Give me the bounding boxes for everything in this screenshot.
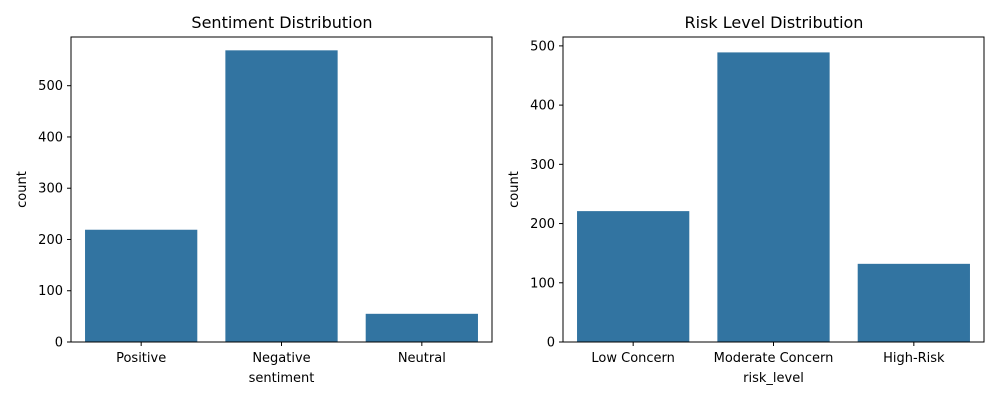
x-axis-label: sentiment	[249, 371, 315, 386]
y-tick-label: 500	[530, 39, 555, 54]
x-tick-label: Positive	[116, 351, 166, 366]
axes-frame	[562, 36, 985, 343]
y-tick-label: 100	[530, 276, 555, 291]
y-tick-label: 400	[530, 99, 555, 114]
risk-level-chart: Risk Level Distribution 0 100 200 300 400 500…	[507, 13, 985, 386]
y-tick-label: 0	[55, 336, 63, 351]
axes-frame	[70, 36, 493, 343]
x-tick-label: Negative	[252, 351, 310, 366]
y-tick-label: 300	[38, 182, 63, 197]
bar-group	[85, 50, 478, 342]
y-tick-label: 400	[38, 130, 63, 145]
x-tick-label: Neutral	[398, 351, 446, 366]
y-tick-label: 100	[38, 284, 63, 299]
bar-group	[577, 52, 970, 343]
y-axis: 0 100 200 300 400 500	[38, 79, 71, 351]
x-axis: Positive Negative Neutral	[116, 342, 446, 366]
bar-high-risk	[857, 263, 970, 342]
chart-title: Sentiment Distribution	[191, 13, 372, 32]
sentiment-chart: Sentiment Distribution 0100200300400500 …	[15, 13, 493, 386]
y-tick-label: 200	[530, 217, 555, 232]
x-axis: Low Concern Moderate Concern High-Risk	[591, 342, 945, 366]
x-tick-label: Moderate Concern	[714, 351, 834, 366]
x-tick-label: Low Concern	[591, 351, 675, 366]
bar-negative	[225, 50, 338, 342]
y-axis: 0 100 200 300 400 500	[530, 39, 563, 351]
y-tick-label: 500	[38, 79, 63, 94]
bar-neutral	[365, 313, 478, 342]
x-axis-label: risk_level	[743, 371, 804, 386]
y-tick-label: 0	[547, 336, 555, 351]
y-tick-label: 300	[530, 158, 555, 173]
y-axis-label: count	[507, 171, 522, 208]
bar-low-concern	[577, 211, 690, 342]
bar-moderate-concern	[717, 52, 830, 343]
x-tick-label: High-Risk	[883, 351, 945, 366]
chart-title: Risk Level Distribution	[685, 13, 864, 32]
y-axis-label: count	[15, 171, 30, 208]
bar-positive	[85, 229, 198, 342]
y-tick-label: 200	[38, 233, 63, 248]
